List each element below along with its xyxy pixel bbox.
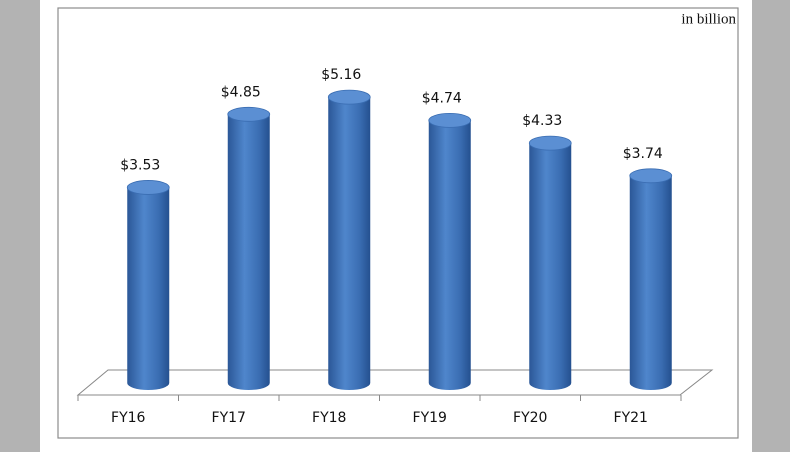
x-tick-label: FY17 <box>212 410 246 426</box>
bar-top <box>629 168 673 184</box>
bar-top <box>227 106 271 122</box>
annotation: in billion <box>681 11 736 27</box>
value-label: $3.74 <box>623 146 663 162</box>
x-tick-label: FY19 <box>413 410 447 426</box>
bar <box>629 175 672 390</box>
bar <box>428 120 471 391</box>
bar-top <box>528 135 572 151</box>
chart-frame <box>57 7 739 439</box>
value-label: $4.33 <box>522 113 562 129</box>
bar-top <box>327 89 371 105</box>
floor <box>76 369 714 396</box>
value-label: $4.74 <box>422 90 462 106</box>
value-label: $5.16 <box>321 67 361 83</box>
bar-top <box>428 113 472 128</box>
bar <box>127 187 170 390</box>
x-tick-label: FY18 <box>312 410 346 426</box>
x-tick-label: FY16 <box>111 410 146 426</box>
bar <box>227 114 270 390</box>
value-label: $4.85 <box>221 84 261 100</box>
x-tick-label: FY20 <box>513 410 547 426</box>
x-tick-label: FY21 <box>614 410 648 426</box>
bar <box>529 143 572 390</box>
value-label: $3.53 <box>120 157 160 173</box>
bar <box>328 97 371 391</box>
bar-top <box>126 180 170 195</box>
